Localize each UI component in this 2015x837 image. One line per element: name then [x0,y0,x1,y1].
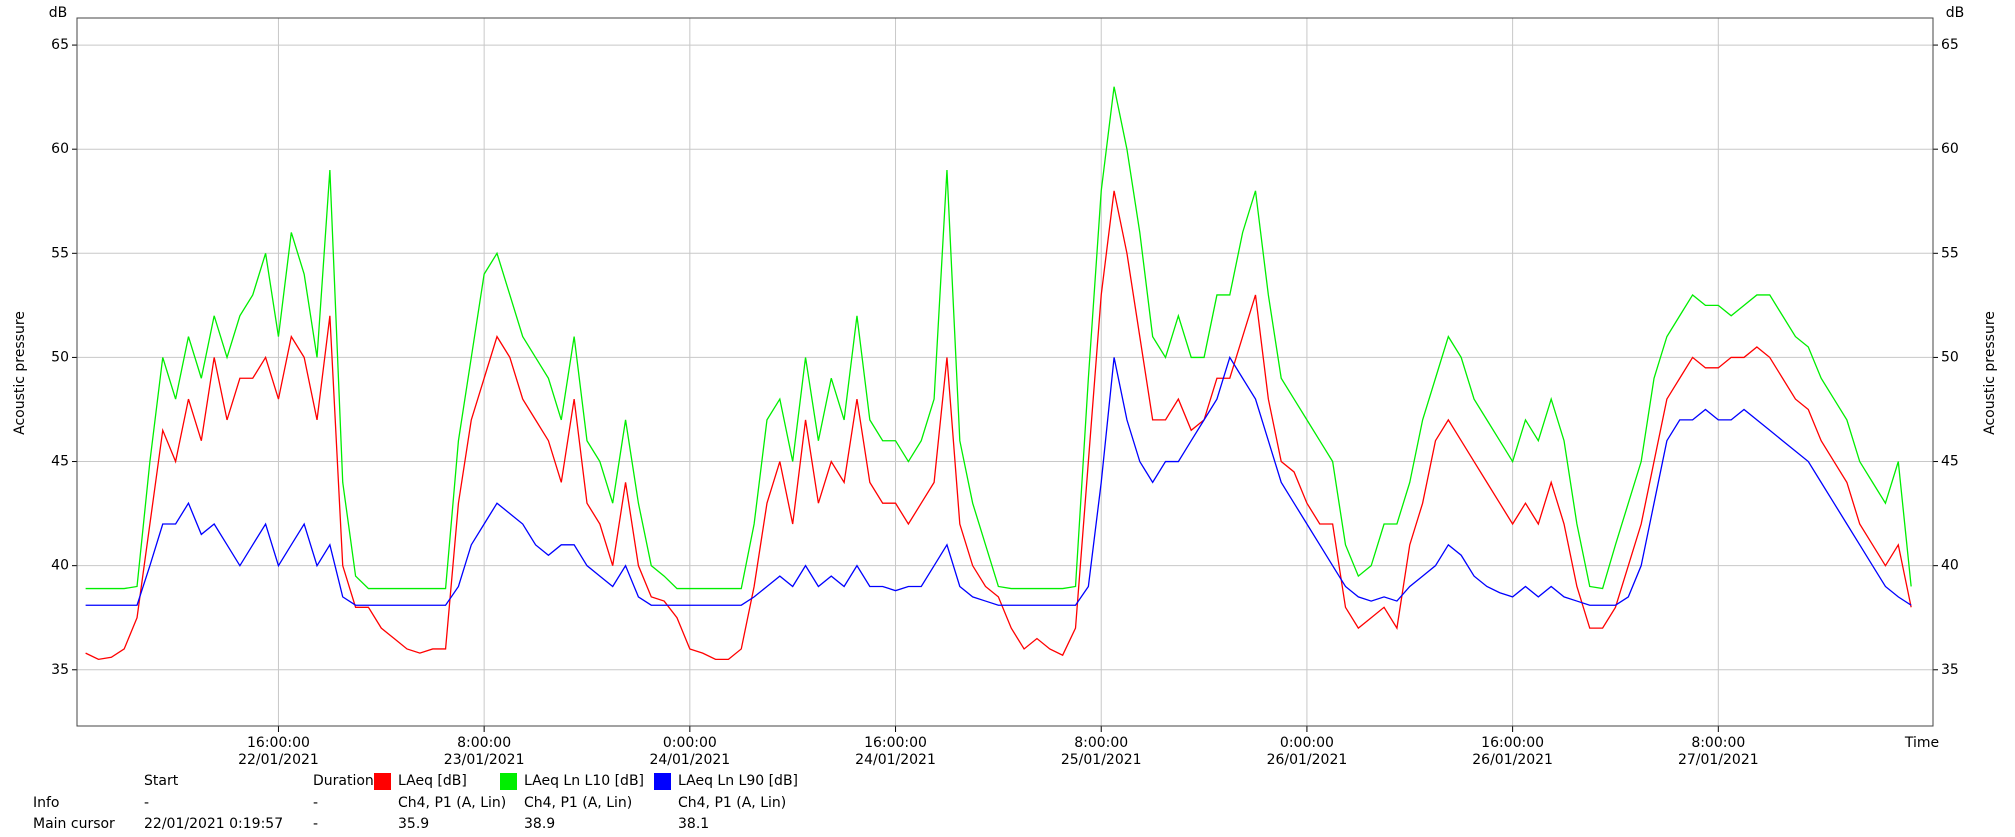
y2-tick-label: 35 [1941,662,1959,678]
y-tick-label: 40 [51,558,69,574]
y2-tick-label: 55 [1941,245,1959,261]
x-tick-label: 16:00:00 22/01/2021 [238,735,319,768]
y2-unit: dB [1946,5,1965,21]
x-tick-label: 16:00:00 26/01/2021 [1472,735,1553,768]
y-axis-label: Acoustic pressure [12,311,28,435]
series-line [85,355,1912,606]
info-cell: 22/01/2021 0:19:57 [144,816,283,832]
info-cell: - [144,795,149,811]
info-cell: 38.9 [524,816,555,832]
plot-frame [76,17,1934,727]
x-tick-label: 16:00:00 24/01/2021 [855,735,936,768]
info-cell: Ch4, P1 (A, Lin) [524,795,632,811]
y-tick-label: 35 [51,662,69,678]
y-tick-label: 50 [51,349,69,365]
legend-label: LAeq Ln L10 [dB] [524,773,644,789]
y2-tick-label: 60 [1941,141,1959,157]
legend-label: LAeq Ln L90 [dB] [678,773,798,789]
y-tick-label: 60 [51,141,69,157]
legend-label: LAeq [dB] [398,773,467,789]
info-cell: - [313,795,318,811]
y-tick-label: 65 [51,37,69,53]
info-cell: Main cursor [33,816,115,832]
legend-swatch [654,773,671,790]
series-line [85,86,1912,590]
info-cell: Ch4, P1 (A, Lin) [398,795,506,811]
series-line [85,190,1912,661]
info-header: Duration [313,773,374,789]
x-tick-label: 8:00:00 27/01/2021 [1678,735,1759,768]
info-cell: Info [33,795,60,811]
y-tick-label: 45 [51,454,69,470]
y-tick-label: 55 [51,245,69,261]
info-cell: 38.1 [678,816,709,832]
y-unit: dB [49,5,68,21]
y2-axis-label: Acoustic pressure [1982,311,1998,435]
x-axis-label: Time [1904,735,1939,751]
x-tick-label: 8:00:00 25/01/2021 [1061,735,1142,768]
y2-tick-label: 40 [1941,558,1959,574]
info-header: Start [144,773,179,789]
legend-swatch [374,773,391,790]
x-tick-label: 8:00:00 23/01/2021 [444,735,525,768]
info-cell: - [313,816,318,832]
info-cell: 35.9 [398,816,429,832]
info-cell: Ch4, P1 (A, Lin) [678,795,786,811]
y2-tick-label: 50 [1941,349,1959,365]
y2-tick-label: 45 [1941,454,1959,470]
x-tick-label: 0:00:00 24/01/2021 [649,735,730,768]
y2-tick-label: 65 [1941,37,1959,53]
x-tick-label: 0:00:00 26/01/2021 [1267,735,1348,768]
legend-swatch [500,773,517,790]
